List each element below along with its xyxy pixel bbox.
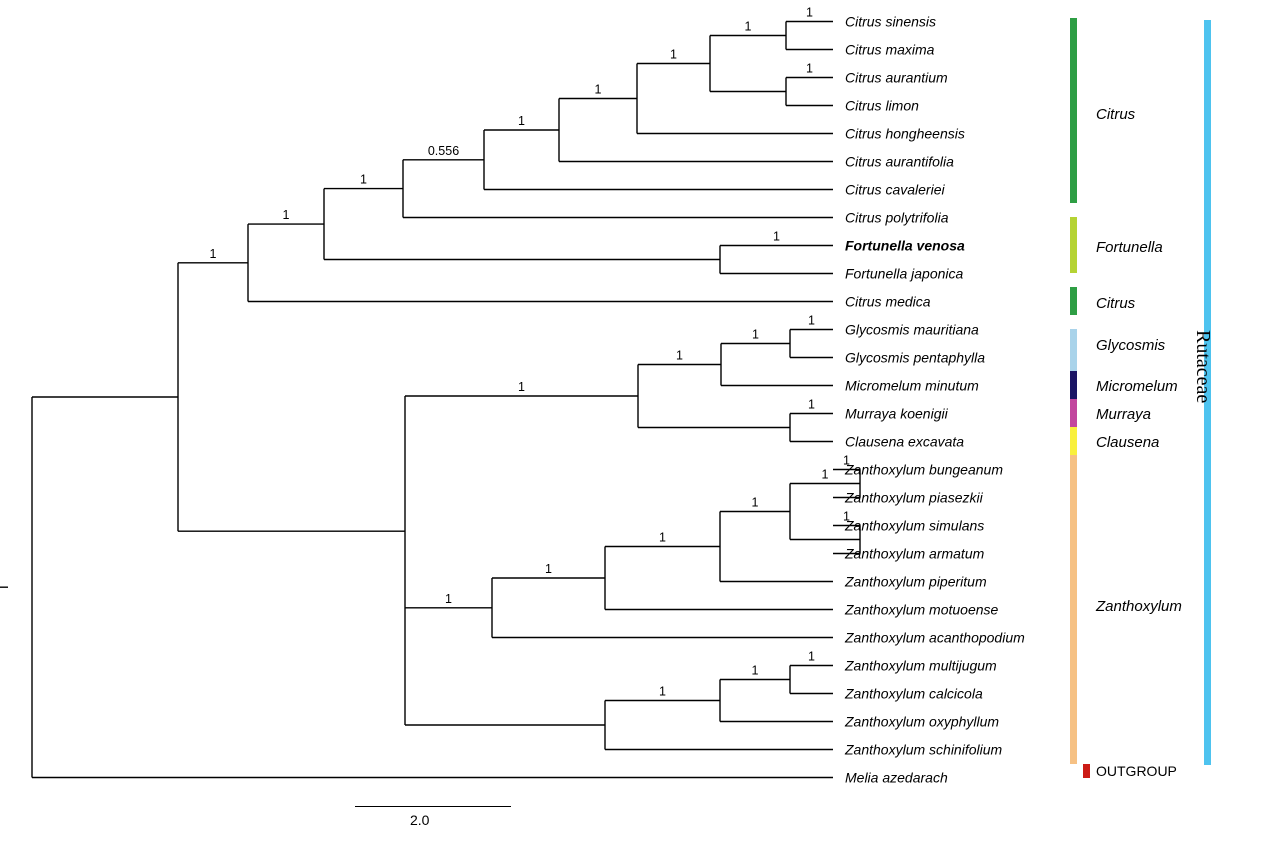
svg-text:Fortunella japonica: Fortunella japonica [845, 266, 964, 282]
svg-text:Citrus aurantium: Citrus aurantium [845, 70, 948, 86]
svg-text:1: 1 [676, 349, 683, 363]
svg-text:1: 1 [595, 83, 602, 97]
svg-text:Citrus cavaleriei: Citrus cavaleriei [845, 182, 945, 198]
svg-text:Fortunella venosa: Fortunella venosa [845, 238, 965, 254]
svg-text:1: 1 [822, 468, 829, 482]
svg-text:1: 1 [806, 62, 813, 76]
svg-text:1: 1 [752, 328, 759, 342]
svg-text:1: 1 [808, 398, 815, 412]
svg-text:Glycosmis pentaphylla: Glycosmis pentaphylla [845, 350, 985, 366]
svg-text:Zanthoxylum motuoense: Zanthoxylum motuoense [844, 602, 999, 618]
svg-text:1: 1 [545, 562, 552, 576]
svg-text:1: 1 [283, 208, 290, 222]
svg-text:1: 1 [752, 496, 759, 510]
svg-text:Citrus hongheensis: Citrus hongheensis [845, 126, 965, 142]
svg-text:Melia azedarach: Melia azedarach [845, 770, 948, 786]
svg-text:Murraya koenigii: Murraya koenigii [845, 406, 949, 422]
svg-text:1: 1 [445, 592, 452, 606]
svg-text:1: 1 [518, 380, 525, 394]
svg-text:Citrus aurantifolia: Citrus aurantifolia [845, 154, 954, 170]
svg-text:1: 1 [752, 664, 759, 678]
svg-text:Citrus limon: Citrus limon [845, 98, 919, 114]
svg-text:Zanthoxylum oxyphyllum: Zanthoxylum oxyphyllum [844, 714, 999, 730]
svg-text:1: 1 [808, 650, 815, 664]
svg-text:Zanthoxylum piasezkii: Zanthoxylum piasezkii [844, 490, 984, 506]
svg-text:1: 1 [773, 230, 780, 244]
svg-text:Citrus maxima: Citrus maxima [845, 42, 935, 58]
svg-text:Zanthoxylum piperitum: Zanthoxylum piperitum [844, 574, 987, 590]
svg-text:Citrus medica: Citrus medica [845, 294, 931, 310]
svg-text:Zanthoxylum calcicola: Zanthoxylum calcicola [844, 686, 983, 702]
svg-text:1: 1 [360, 173, 367, 187]
svg-text:1: 1 [210, 247, 217, 261]
svg-text:Citrus polytrifolia: Citrus polytrifolia [845, 210, 949, 226]
svg-text:1: 1 [659, 531, 666, 545]
svg-text:Clausena excavata: Clausena excavata [845, 434, 964, 450]
svg-text:Micromelum minutum: Micromelum minutum [845, 378, 979, 394]
svg-text:Zanthoxylum multijugum: Zanthoxylum multijugum [844, 658, 997, 674]
svg-text:0.556: 0.556 [428, 144, 459, 158]
svg-text:1: 1 [518, 114, 525, 128]
svg-text:Zanthoxylum schinifolium: Zanthoxylum schinifolium [844, 742, 1003, 758]
svg-text:Zanthoxylum armatum: Zanthoxylum armatum [844, 546, 985, 562]
svg-text:Glycosmis mauritiana: Glycosmis mauritiana [845, 322, 979, 338]
svg-text:1: 1 [745, 20, 752, 34]
svg-text:Zanthoxylum bungeanum: Zanthoxylum bungeanum [844, 462, 1003, 478]
svg-text:1: 1 [806, 6, 813, 20]
svg-text:Citrus sinensis: Citrus sinensis [845, 14, 936, 30]
svg-text:1: 1 [808, 314, 815, 328]
svg-text:Zanthoxylum simulans: Zanthoxylum simulans [844, 518, 984, 534]
svg-text:1: 1 [670, 48, 677, 62]
svg-text:Zanthoxylum acanthopodium: Zanthoxylum acanthopodium [844, 630, 1025, 646]
svg-text:1: 1 [659, 685, 666, 699]
